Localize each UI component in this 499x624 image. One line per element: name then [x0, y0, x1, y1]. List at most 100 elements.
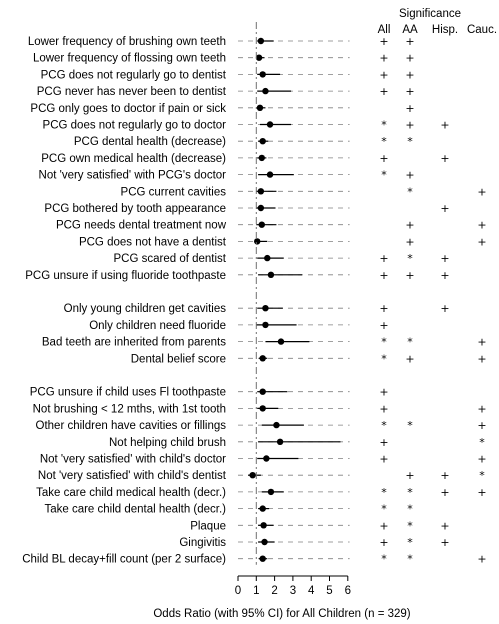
odds-ratio-point — [273, 421, 280, 429]
odds-ratio-point — [260, 522, 267, 529]
odds-ratio-point — [267, 488, 275, 496]
significance-mark: + — [379, 68, 388, 81]
odds-ratio-point — [258, 221, 265, 228]
odds-ratio-point — [262, 305, 269, 312]
row-label: Not 'very satisfied' with child's dentis… — [38, 470, 227, 482]
significance-mark: * — [381, 169, 387, 182]
row-label: PCG unsure if child uses Fl toothpaste — [30, 387, 226, 399]
row-label: Only young children get cavities — [64, 303, 227, 315]
significance-mark: + — [440, 486, 449, 499]
row-label: Child BL decay+fill count (per 2 surface… — [22, 554, 226, 566]
odds-ratio-point — [255, 54, 263, 61]
row-label: PCG does not regularly go to dentist — [41, 69, 227, 81]
row-label: PCG never has never been to dentist — [37, 86, 227, 98]
odds-ratio-point — [258, 154, 265, 162]
x-tick-label: 0 — [235, 585, 241, 597]
odds-ratio-point — [259, 388, 266, 395]
x-tick-label: 4 — [308, 585, 315, 597]
odds-ratio-point — [261, 538, 268, 546]
odds-ratio-point — [266, 121, 274, 128]
odds-ratio-point — [259, 405, 266, 412]
significance-mark: * — [407, 486, 413, 499]
odds-ratio-point — [259, 505, 266, 512]
column-header-cauc: Cauc. — [467, 24, 497, 36]
row-label: Take care child medical health (decr.) — [36, 487, 226, 499]
odds-ratio-point — [277, 338, 285, 345]
significance-mark: + — [379, 386, 388, 399]
significance-mark: * — [407, 252, 413, 265]
significance-mark: * — [407, 553, 413, 566]
significance-mark: * — [381, 503, 387, 516]
significance-mark: + — [379, 402, 388, 415]
significance-mark: + — [440, 302, 449, 315]
odds-ratio-point — [266, 171, 274, 178]
column-header-hisp: Hisp. — [432, 24, 458, 36]
significance-mark: + — [405, 235, 414, 248]
column-header-aa: AA — [402, 24, 418, 36]
significance-mark: + — [405, 269, 414, 282]
significance-mark: * — [407, 419, 413, 432]
significance-mark: + — [440, 119, 449, 132]
odds-ratio-point — [262, 87, 269, 95]
row-label: PCG only goes to doctor if pain or sick — [30, 103, 226, 115]
significance-mark: + — [405, 85, 414, 98]
odds-ratio-point — [259, 355, 266, 362]
odds-ratio-point — [264, 254, 271, 262]
significance-mark: * — [407, 519, 413, 532]
significance-mark: + — [379, 252, 388, 265]
significance-mark: + — [405, 119, 414, 132]
significance-mark: * — [407, 503, 413, 516]
significance-mark: * — [381, 419, 387, 432]
significance-mark: + — [477, 453, 486, 466]
significance-mark: + — [379, 519, 388, 532]
row-label: Lower frequency of brushing own teeth — [28, 36, 226, 48]
significance-mark: + — [379, 52, 388, 65]
significance-mark: + — [405, 52, 414, 65]
row-label: PCG bothered by tooth appearance — [44, 203, 226, 215]
significance-marks: + + + + + + + + + * + + * * + + * + * + + + + + + + * + + + + + + + * * + * + +… — [379, 35, 486, 566]
significance-mark: + — [477, 402, 486, 415]
row-label: Take care child dental health (decr.) — [44, 504, 226, 516]
row-label: PCG scared of dentist — [114, 253, 227, 265]
odds-ratio-point — [276, 438, 284, 445]
row-label: Dental belief score — [131, 353, 226, 365]
row-label: PCG dental health (decrease) — [74, 136, 226, 148]
x-tick-label: 1 — [253, 585, 259, 597]
significance-mark: * — [407, 336, 413, 349]
row-label: Only children need fluoride — [89, 320, 226, 332]
significance-mark: * — [381, 553, 387, 566]
row-label: Plaque — [190, 520, 226, 532]
row-label: Not 'very satisfied' with PCG's doctor — [39, 170, 227, 182]
odds-ratio-point — [262, 321, 269, 329]
significance-mark: + — [379, 436, 388, 449]
column-header-all: All — [378, 24, 391, 36]
significance-mark: + — [477, 352, 486, 365]
x-axis-label: Odds Ratio (with 95% CI) for All Childre… — [153, 608, 410, 620]
significance-mark: + — [477, 419, 486, 432]
odds-ratio-point — [254, 238, 261, 245]
odds-ratio-point — [263, 455, 270, 462]
significance-mark: + — [440, 252, 449, 265]
odds-ratio-point — [256, 104, 264, 112]
plot-area — [238, 22, 350, 565]
significance-mark: + — [477, 486, 486, 499]
odds-ratio-point — [257, 37, 265, 45]
significance-mark: + — [405, 169, 414, 182]
significance-mark: + — [379, 85, 388, 98]
odds-ratio-point — [257, 204, 265, 212]
row-label: PCG own medical health (decrease) — [41, 153, 226, 165]
odds-ratio-point — [257, 188, 265, 195]
significance-header: Significance — [399, 8, 461, 20]
x-tick-label: 5 — [326, 585, 332, 597]
significance-mark: + — [477, 553, 486, 566]
significance-mark: + — [440, 152, 449, 165]
significance-mark: + — [379, 269, 388, 282]
significance-mark: * — [381, 336, 387, 349]
row-label: PCG needs dental treatment now — [56, 220, 227, 232]
row-label: PCG current cavities — [121, 186, 227, 198]
row-label: Not helping child brush — [109, 437, 226, 449]
row-label: Not 'very satisfied' with child's doctor — [40, 454, 226, 466]
significance-mark: * — [479, 436, 485, 449]
